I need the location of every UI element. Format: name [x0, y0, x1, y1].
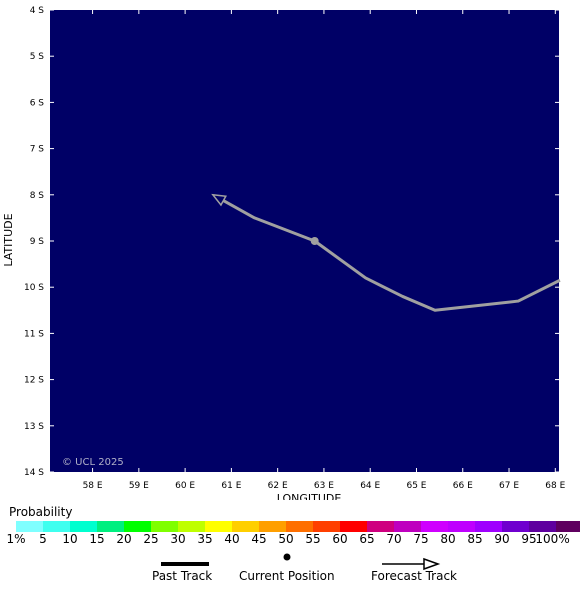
probability-color-scale [16, 521, 580, 532]
latitude-tick-label: 5 S [30, 52, 45, 62]
probability-scale-label: 55 [305, 532, 321, 546]
longitude-tick-label: 65 E [406, 481, 426, 491]
latitude-tick-label: 9 S [30, 237, 45, 247]
longitude-tick-label: 63 E [314, 481, 334, 491]
latitude-tick-label: 14 S [24, 468, 44, 478]
probability-color-cell [313, 521, 340, 532]
latitude-axis-title: LATITUDE [2, 213, 15, 266]
probability-color-cell [394, 521, 421, 532]
longitude-labels: 58 E 59 E 60 E 61 E 62 E 63 E 64 E 65 E 66 E 67 E… [83, 481, 566, 491]
legend-title: Probability [9, 505, 73, 519]
current-position-symbol [283, 553, 291, 561]
probability-scale-label: 50 [278, 532, 294, 546]
probability-scale-label: 20 [116, 532, 132, 546]
probability-scale-label: 95 [521, 532, 537, 546]
probability-color-cell [43, 521, 70, 532]
longitude-tick-label: 61 E [221, 481, 241, 491]
probability-color-cell [556, 521, 580, 532]
longitude-tick-label: 66 E [453, 481, 473, 491]
probability-color-cell [151, 521, 178, 532]
probability-scale-label: 10 [62, 532, 78, 546]
probability-color-cell [367, 521, 394, 532]
probability-color-cell [97, 521, 124, 532]
probability-color-cell [16, 521, 43, 532]
probability-color-cell [205, 521, 232, 532]
latitude-tick-label: 11 S [24, 329, 44, 339]
probability-scale-labels: 1% 5 10 15 20 25 30 35 40 45 50 55 60 65 70 75 80 85 90 95 1… [0, 532, 580, 548]
probability-scale-label: 30 [170, 532, 186, 546]
probability-scale-label: 80 [440, 532, 456, 546]
probability-color-cell [421, 521, 448, 532]
probability-color-cell [340, 521, 367, 532]
probability-color-cell [178, 521, 205, 532]
probability-scale-label: 35 [197, 532, 213, 546]
probability-scale-label: 1% [6, 532, 26, 546]
probability-scale-label: 45 [251, 532, 267, 546]
latitude-tick-label: 7 S [30, 145, 45, 155]
probability-scale-label: 65 [359, 532, 375, 546]
longitude-tick-label: 58 E [83, 481, 103, 491]
probability-color-cell [286, 521, 313, 532]
latitude-tick-label: 6 S [30, 98, 45, 108]
past-track-label: Past Track [152, 569, 213, 583]
probability-scale-label: 75 [413, 532, 429, 546]
forecast-track-symbol-arrowhead [423, 557, 441, 571]
longitude-tick-label: 59 E [129, 481, 149, 491]
probability-scale-label: 40 [224, 532, 240, 546]
probability-scale-label: 5 [39, 532, 47, 546]
forecast-track-line [222, 199, 561, 312]
latitude-tick-label: 10 S [24, 283, 44, 293]
probability-scale-label: 85 [467, 532, 483, 546]
track-key: Past Track Current Position Forecast Tra… [0, 550, 580, 590]
probability-color-cell [502, 521, 529, 532]
latitude-tick-label: 13 S [24, 422, 44, 432]
probability-scale-label: 60 [332, 532, 348, 546]
latitude-labels: 4 S 5 S 6 S 7 S 8 S 9 S 10 S 11 S 12 S 13 S 14 S [24, 6, 44, 478]
probability-color-cell [232, 521, 259, 532]
track-map: 4 S 5 S 6 S 7 S 8 S 9 S 10 S 11 S 12 S 13 S 14 S 5… [2, 6, 566, 500]
probability-color-cell [448, 521, 475, 532]
probability-scale-label: 25 [143, 532, 159, 546]
map-background [50, 10, 559, 472]
longitude-tick-label: 68 E [545, 481, 565, 491]
longitude-tick-label: 67 E [499, 481, 519, 491]
copyright-credit: © UCL 2025 [62, 457, 124, 468]
longitude-axis-title: LONGITUDE [277, 492, 342, 500]
probability-color-cell [475, 521, 502, 532]
forecast-track-label: Forecast Track [371, 569, 457, 583]
longitude-tick-label: 62 E [268, 481, 288, 491]
probability-color-cell [124, 521, 151, 532]
current-position-marker [310, 237, 319, 245]
probability-color-cell [70, 521, 97, 532]
probability-color-cell [259, 521, 286, 532]
probability-scale-label: 90 [494, 532, 510, 546]
axis-ticks [50, 9, 559, 473]
probability-scale-label: 100% [535, 532, 570, 546]
longitude-tick-label: 60 E [175, 481, 195, 491]
current-position-label: Current Position [239, 569, 335, 583]
probability-scale-label: 70 [386, 532, 402, 546]
forecast-track-arrowhead [211, 193, 228, 207]
latitude-tick-label: 12 S [24, 376, 44, 386]
longitude-tick-label: 64 E [360, 481, 380, 491]
probability-scale-label: 15 [89, 532, 105, 546]
probability-color-cell [529, 521, 556, 532]
latitude-tick-label: 8 S [30, 191, 45, 201]
latitude-tick-label: 4 S [30, 6, 45, 16]
